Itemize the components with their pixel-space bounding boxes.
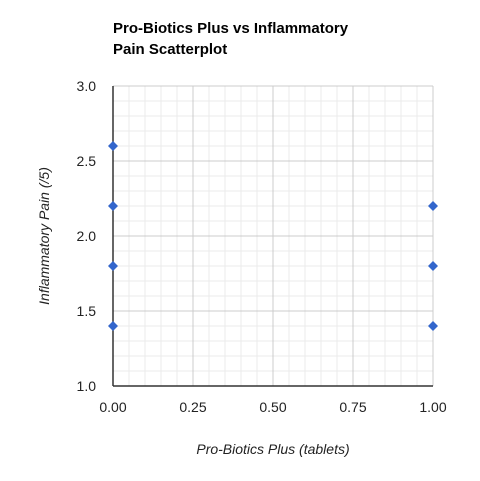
data-point[interactable]: [108, 141, 118, 151]
data-point[interactable]: [108, 201, 118, 211]
chart-title-line-1: Pro-Biotics Plus vs Inflammatory: [113, 20, 349, 37]
y-tick-label: 3.0: [77, 78, 97, 94]
chart-title-line-2: Pain Scatterplot: [113, 41, 227, 58]
data-point[interactable]: [108, 321, 118, 331]
data-point[interactable]: [428, 201, 438, 211]
y-tick-label: 2.5: [77, 153, 97, 169]
axes: [112, 86, 433, 387]
y-tick-label: 1.0: [77, 378, 97, 394]
data-points: [108, 141, 438, 331]
x-tick-label: 0.25: [179, 399, 206, 415]
data-point[interactable]: [428, 261, 438, 271]
data-point[interactable]: [108, 261, 118, 271]
y-tick-label: 2.0: [77, 228, 97, 244]
x-tick-label: 0.75: [339, 399, 366, 415]
x-tick-label: 0.50: [259, 399, 286, 415]
tick-labels: 0.00 0.25 0.50 0.75 1.00 1.0 1.5 2.0 2.5 3.0: [77, 78, 447, 415]
grid: [112, 85, 434, 387]
y-tick-label: 1.5: [77, 303, 97, 319]
x-tick-label: 0.00: [99, 399, 126, 415]
x-tick-label: 1.00: [419, 399, 446, 415]
x-axis-label: Pro-Biotics Plus (tablets): [196, 441, 349, 457]
data-point[interactable]: [428, 321, 438, 331]
y-axis-label: Inflammatory Pain (/5): [36, 167, 52, 305]
